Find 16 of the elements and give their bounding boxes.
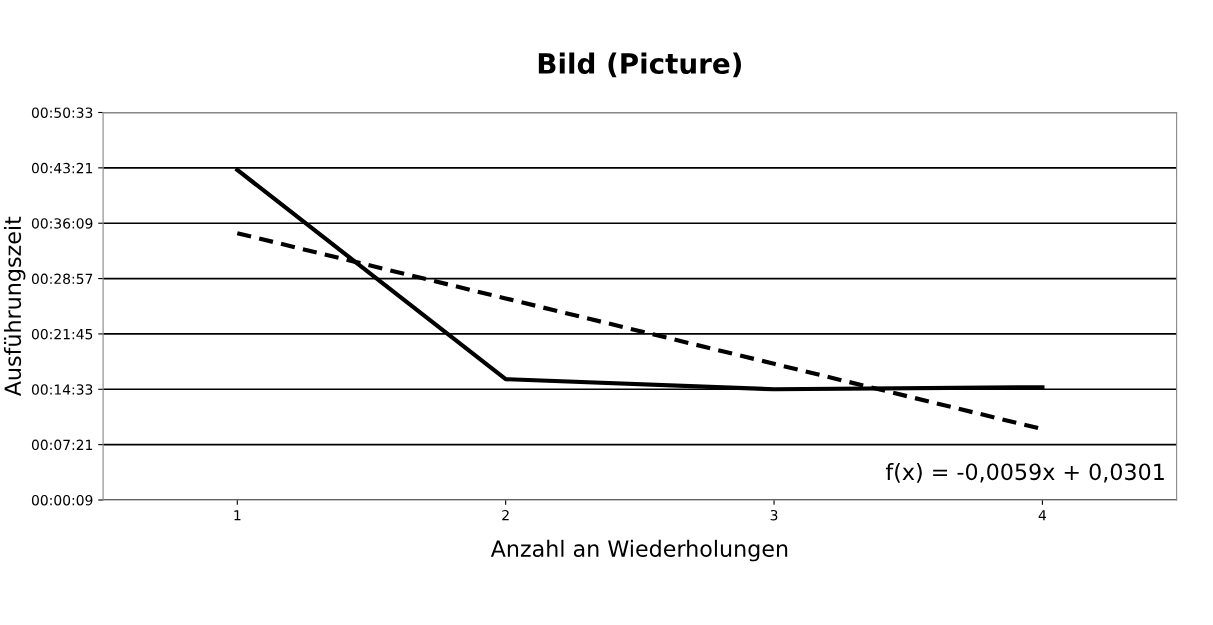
x-tick-label: 4 — [1038, 510, 1047, 521]
y-tick-label: 00:36:09 — [31, 218, 93, 229]
y-axis-title: Ausführungszeit — [3, 216, 26, 397]
y-tick-label: 00:50:33 — [31, 107, 93, 118]
y-tick-label: 00:00:09 — [31, 494, 93, 506]
y-tick-label: 00:43:21 — [31, 162, 93, 174]
y-tick-label: 00:14:33 — [31, 384, 93, 395]
x-axis-title: Anzahl an Wiederholungen — [490, 539, 788, 562]
annotation: f(x) = -0,0059x + 0,0301 — [885, 462, 1164, 483]
x-tick-label: 2 — [502, 509, 509, 521]
chart-title: Bild (Picture) — [538, 52, 742, 78]
y-tick-label: 00:07:21 — [31, 439, 93, 451]
y-tick-label: 00:21:45 — [31, 328, 93, 340]
y-tick-label: 00:28:57 — [31, 273, 93, 285]
x-tick-label: 1 — [234, 510, 241, 521]
x-tick-label: 3 — [770, 509, 778, 521]
